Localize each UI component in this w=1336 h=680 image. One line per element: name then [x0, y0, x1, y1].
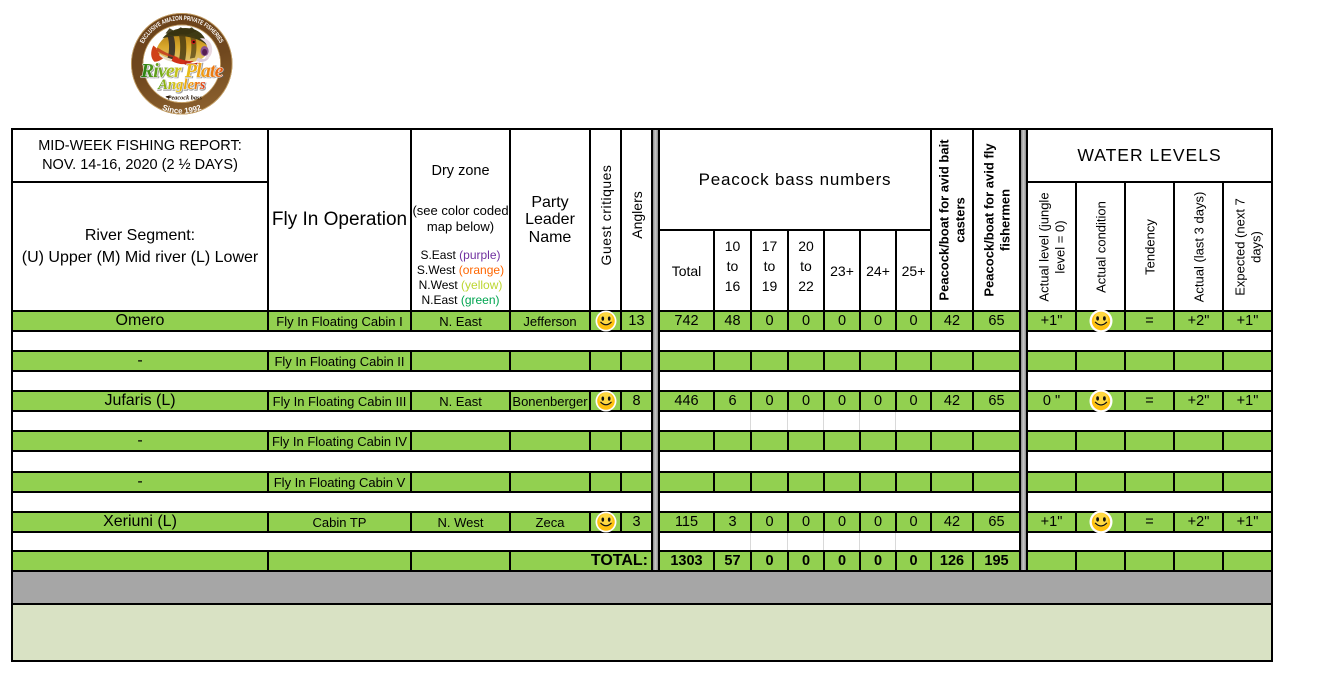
svg-text:Anglers: Anglers — [158, 78, 207, 94]
svg-text:Since 1992: Since 1992 — [161, 103, 203, 116]
svg-text:River Plate: River Plate — [141, 61, 225, 83]
svg-text:Peacock bass: Peacock bass — [168, 94, 203, 101]
svg-text:Anglers: Anglers — [157, 77, 206, 93]
svg-text:River Plate: River Plate — [140, 60, 224, 82]
